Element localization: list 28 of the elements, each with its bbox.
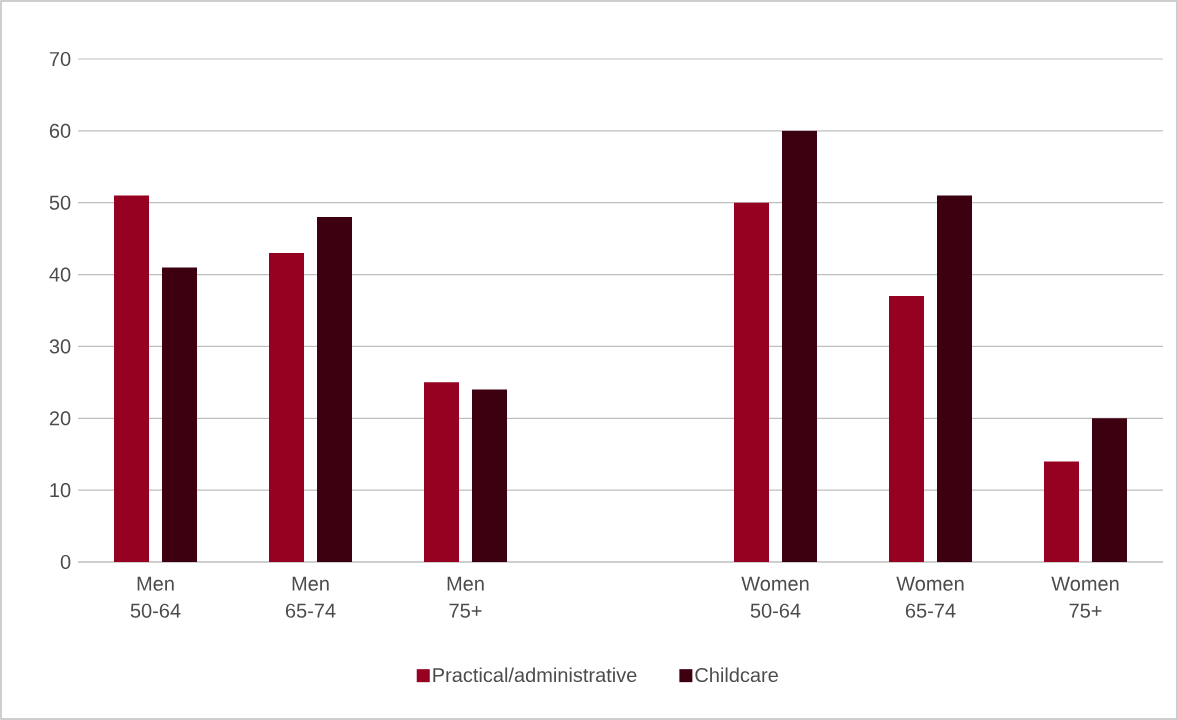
x-tick-label: Women 65-74 — [896, 576, 964, 618]
bar — [162, 267, 198, 562]
bar — [472, 389, 507, 562]
bar — [317, 217, 353, 562]
bar — [889, 296, 924, 562]
bar — [269, 253, 305, 562]
y-tick-label: 50 — [49, 195, 71, 210]
bar — [734, 202, 769, 562]
bar — [1091, 418, 1127, 562]
x-tick-label: Men 65-74 — [285, 576, 336, 618]
legend-label: Practical/administrative — [433, 667, 637, 683]
y-tick-label: 70 — [49, 51, 71, 67]
y-tick-label: 30 — [49, 339, 71, 354]
x-tick-label: Women 50-64 — [741, 576, 809, 618]
y-tick-label: 60 — [49, 123, 71, 138]
y-tick-label: 40 — [49, 267, 71, 282]
y-tick-label: 0 — [60, 554, 71, 570]
bar — [114, 195, 150, 562]
legend-label: Childcare — [695, 667, 778, 683]
bar — [424, 382, 460, 562]
bar — [782, 130, 817, 562]
x-tick-label: Women 75+ — [1051, 576, 1119, 618]
x-tick-label: Men 50-64 — [130, 576, 181, 618]
y-tick-label: 10 — [50, 483, 71, 498]
bar — [1044, 461, 1079, 562]
bar — [937, 195, 972, 562]
x-tick-label: Men 75+ — [447, 576, 484, 618]
y-tick-label: 20 — [49, 411, 71, 426]
